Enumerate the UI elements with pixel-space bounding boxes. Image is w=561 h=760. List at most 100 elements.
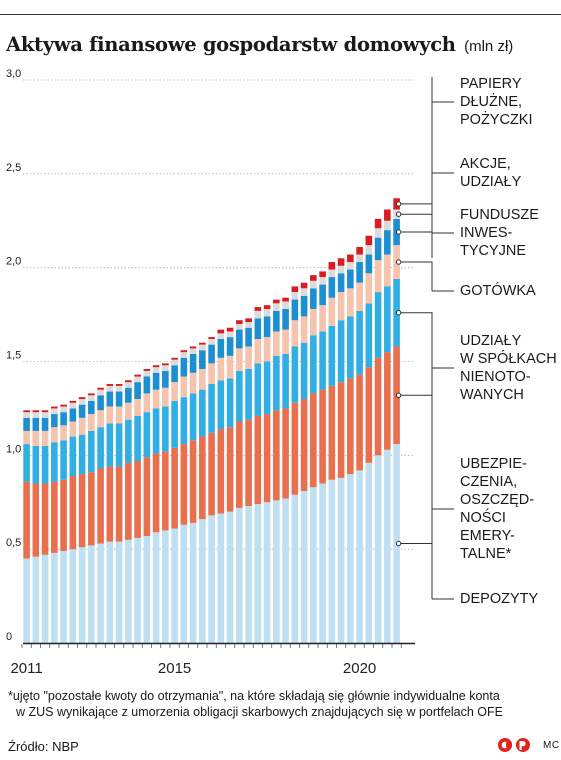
bar-segment-papiery	[347, 254, 354, 263]
bar-segment-depozyty	[41, 554, 49, 643]
bar-segment-fundusze	[162, 370, 169, 388]
source-label: Źródło: NBP	[8, 739, 79, 754]
bar-segment-akcje	[152, 367, 160, 373]
bar-segment-udzialy	[319, 331, 326, 390]
bar-stack	[217, 329, 225, 643]
bar-segment-udzialy	[106, 423, 114, 467]
bar-stack	[69, 400, 77, 643]
legend-leader-line	[400, 543, 454, 600]
bar-segment-papiery	[171, 357, 178, 360]
bar-segment-depozyty	[180, 524, 188, 643]
bar-segment-akcje	[51, 408, 58, 415]
bar-segment-gotowka	[162, 387, 169, 407]
bar-stack	[226, 327, 234, 643]
bar-segment-depozyty	[337, 477, 345, 643]
bar-segment-ubezpieczenia	[162, 451, 169, 531]
bar-segment-fundusze	[310, 288, 317, 309]
bar-segment-udzialy	[162, 406, 169, 452]
bar-segment-fundusze	[152, 372, 160, 390]
bar-segment-fundusze	[300, 295, 308, 317]
bar-segment-fundusze	[69, 408, 77, 422]
bar-segment-depozyty	[60, 551, 67, 643]
bar-segment-akcje	[162, 365, 169, 371]
bar-segment-ubezpieczenia	[106, 466, 114, 542]
bar-segment-papiery	[217, 329, 225, 334]
bar-segment-akcje	[291, 292, 299, 300]
bar-segment-udzialy	[236, 370, 243, 422]
bar-segment-udzialy	[88, 430, 95, 473]
bar-segment-ubezpieczenia	[365, 367, 373, 463]
bar-segment-udzialy	[291, 346, 299, 403]
bar-segment-akcje	[319, 277, 326, 285]
bar-segment-papiery	[263, 305, 271, 309]
legend-label: TYCYJNE	[460, 243, 526, 259]
bar-segment-depozyty	[189, 522, 197, 643]
bar-segment-akcje	[41, 412, 49, 418]
bar-segment-ubezpieczenia	[180, 444, 188, 525]
bar-segment-gotowka	[356, 282, 363, 311]
bar-segment-fundusze	[217, 338, 225, 358]
bar-segment-ubezpieczenia	[23, 481, 30, 559]
bar-segment-udzialy	[41, 445, 49, 484]
bar-segment-depozyty	[32, 556, 40, 643]
bar-segment-gotowka	[245, 346, 252, 370]
bar-stack	[282, 297, 289, 643]
legend-label: NIENOTO-	[460, 369, 531, 385]
y-tick-label: 2,0	[6, 256, 21, 268]
bar-segment-depozyty	[236, 507, 243, 643]
legend-marker-dot	[395, 201, 402, 207]
x-tick-label: 2015	[158, 660, 191, 677]
bar-segment-fundusze	[88, 400, 95, 415]
bar-stack	[88, 393, 95, 643]
legend-label: EMERY-	[460, 528, 515, 544]
legend-leader-line	[400, 394, 454, 561]
bar-segment-ubezpieczenia	[134, 460, 141, 538]
bar-segment-depozyty	[384, 449, 391, 643]
bar-stack	[393, 198, 400, 643]
legend-label: INWES-	[460, 225, 513, 241]
bar-segment-akcje	[337, 265, 345, 274]
legend-item-depozyty: DEPOZYTY	[395, 540, 538, 607]
bar-segment-depozyty	[254, 504, 262, 643]
bar-segment-depozyty	[199, 519, 206, 643]
bar-stack	[171, 357, 178, 643]
bar-segment-papiery	[88, 393, 95, 396]
legend-label: WANYCH	[460, 387, 524, 403]
bar-stack	[365, 235, 373, 643]
bar-segment-ubezpieczenia	[263, 414, 271, 503]
bar-segment-akcje	[217, 333, 225, 339]
bar-segment-papiery	[106, 384, 114, 386]
bar-segment-udzialy	[245, 369, 252, 420]
bar-segment-gotowka	[97, 410, 104, 428]
bar-stack	[60, 404, 67, 643]
legend-label: DŁUŻNE,	[460, 92, 522, 110]
bar-segment-papiery	[152, 365, 160, 368]
bar-segment-gotowka	[41, 430, 49, 446]
bar-segment-gotowka	[143, 393, 151, 413]
bar-segment-gotowka	[23, 430, 30, 445]
bar-segment-akcje	[236, 323, 243, 330]
bar-segment-depozyty	[143, 536, 151, 643]
bar-stack	[310, 275, 317, 643]
bar-segment-ubezpieczenia	[152, 453, 160, 533]
bar-segment-udzialy	[134, 415, 141, 461]
bar-segment-depozyty	[115, 541, 123, 643]
bar-segment-udzialy	[365, 303, 373, 368]
bar-segment-gotowka	[171, 382, 178, 401]
bar-segment-gotowka	[199, 369, 206, 390]
bar-stack	[23, 410, 30, 643]
bar-segment-udzialy	[254, 363, 262, 416]
bar-segment-fundusze	[97, 395, 104, 411]
bar-segment-ubezpieczenia	[282, 408, 289, 499]
bar-segment-udzialy	[300, 342, 308, 400]
bar-segment-ubezpieczenia	[88, 472, 95, 546]
bar-segment-fundusze	[125, 387, 132, 403]
bar-segment-papiery	[273, 299, 280, 304]
bar-segment-ubezpieczenia	[337, 382, 345, 478]
bar-segment-fundusze	[60, 412, 67, 426]
bar-segment-fundusze	[51, 414, 58, 428]
bar-stacks	[23, 198, 400, 643]
legend-label: CZENIA,	[460, 474, 517, 490]
